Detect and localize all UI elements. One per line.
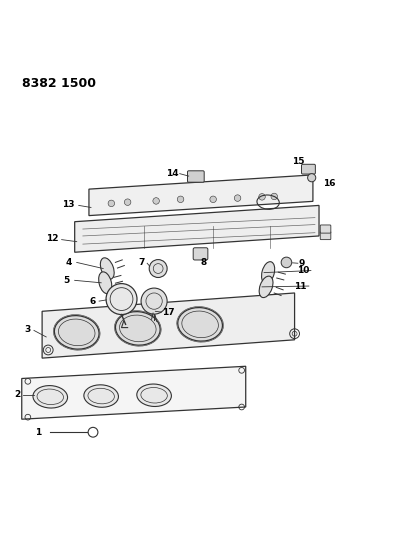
Ellipse shape [100, 258, 114, 279]
Circle shape [149, 260, 167, 278]
Circle shape [106, 284, 137, 314]
FancyBboxPatch shape [193, 248, 207, 260]
Text: 10: 10 [296, 266, 308, 275]
Circle shape [177, 196, 183, 203]
Ellipse shape [99, 272, 112, 294]
FancyBboxPatch shape [187, 171, 204, 182]
Ellipse shape [258, 276, 272, 297]
Text: 6: 6 [90, 296, 96, 305]
Ellipse shape [115, 312, 160, 345]
Text: 1: 1 [35, 428, 41, 437]
Text: 17: 17 [162, 308, 175, 317]
Circle shape [141, 288, 167, 314]
Circle shape [258, 193, 265, 200]
Circle shape [153, 198, 159, 204]
Ellipse shape [84, 385, 118, 407]
Circle shape [108, 200, 115, 207]
Text: 5: 5 [63, 276, 70, 285]
Ellipse shape [261, 262, 274, 284]
Text: 15: 15 [292, 157, 304, 166]
Circle shape [124, 199, 130, 205]
FancyBboxPatch shape [301, 164, 315, 174]
Circle shape [307, 174, 315, 182]
Circle shape [281, 257, 291, 268]
Text: 8382 1500: 8382 1500 [22, 77, 96, 90]
FancyBboxPatch shape [319, 231, 330, 240]
Polygon shape [74, 205, 318, 252]
Polygon shape [42, 293, 294, 358]
Ellipse shape [54, 316, 99, 349]
Ellipse shape [137, 384, 171, 407]
Text: 16: 16 [322, 179, 335, 188]
Polygon shape [89, 175, 312, 215]
Circle shape [270, 193, 277, 200]
Text: 12: 12 [46, 235, 58, 243]
Circle shape [234, 195, 240, 201]
FancyBboxPatch shape [319, 225, 330, 233]
Text: 14: 14 [166, 169, 178, 178]
Ellipse shape [33, 385, 67, 408]
Text: 11: 11 [294, 281, 306, 290]
Text: 2: 2 [14, 390, 21, 399]
Text: 9: 9 [298, 259, 304, 268]
Text: 8: 8 [200, 258, 207, 267]
Polygon shape [22, 366, 245, 419]
Text: 3: 3 [25, 325, 31, 334]
Text: 4: 4 [65, 258, 72, 267]
Text: 7: 7 [138, 257, 145, 266]
Text: 13: 13 [62, 200, 75, 209]
Ellipse shape [178, 308, 222, 341]
Circle shape [209, 196, 216, 203]
